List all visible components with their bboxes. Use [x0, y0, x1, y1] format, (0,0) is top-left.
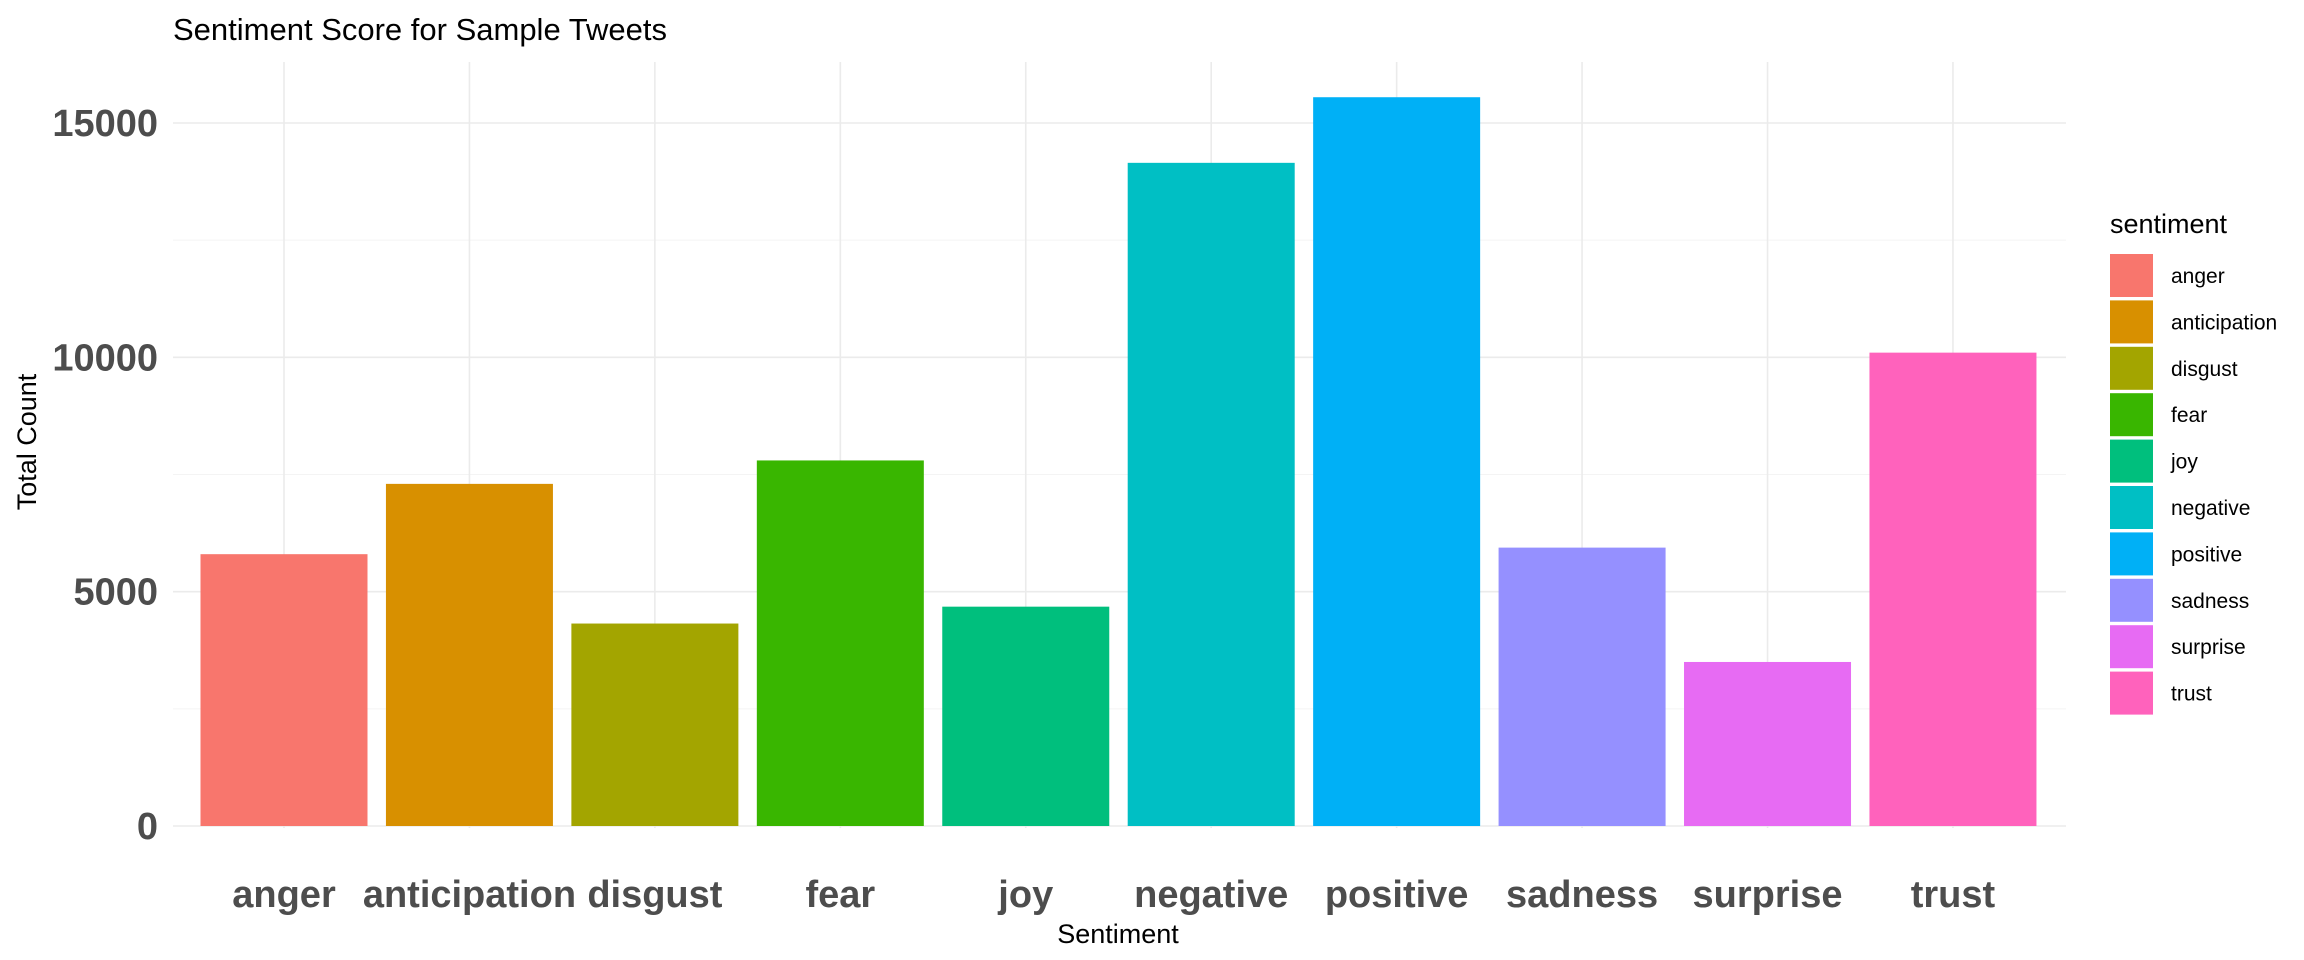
x-tick-label: sadness	[1506, 874, 1658, 916]
legend-label: anger	[2171, 265, 2225, 288]
legend-title: sentiment	[2110, 209, 2228, 239]
x-tick-label: disgust	[587, 874, 722, 916]
legend-label: disgust	[2171, 358, 2238, 381]
y-tick-label: 5000	[73, 572, 158, 614]
x-tick-label: trust	[1911, 874, 1996, 916]
legend-label: surprise	[2171, 636, 2246, 659]
legend-label: positive	[2171, 543, 2242, 566]
bar-negative	[1127, 162, 1295, 826]
x-tick-label: surprise	[1693, 874, 1843, 916]
x-axis-title: Sentiment	[1057, 919, 1179, 949]
legend-label: fear	[2171, 404, 2207, 427]
y-tick-label: 10000	[52, 337, 158, 379]
legend-label: negative	[2171, 497, 2250, 520]
y-tick-label: 15000	[52, 103, 158, 145]
x-tick-label: fear	[805, 874, 875, 916]
legend-key-joy	[2110, 439, 2153, 483]
x-tick-label: positive	[1325, 874, 1469, 916]
legend-key-fear	[2110, 393, 2153, 437]
legend-items: anger anticipation disgust fear joy negative p…	[2110, 254, 2277, 715]
y-tick-label: 0	[137, 806, 158, 848]
bar-joy	[942, 606, 1110, 826]
y-axis-title: Total Count	[12, 373, 42, 510]
legend-key-disgust	[2110, 346, 2153, 390]
legend-key-negative	[2110, 486, 2153, 529]
bar-positive	[1313, 97, 1481, 827]
bar-sadness	[1498, 547, 1666, 826]
bar-disgust	[571, 623, 739, 826]
bar-anger	[200, 554, 368, 826]
x-axis-ticks: anger anticipation disgust fear joy negative p…	[232, 874, 1995, 916]
x-tick-label: negative	[1134, 874, 1288, 916]
chart-title: Sentiment Score for Sample Tweets	[173, 12, 667, 47]
legend-key-positive	[2110, 532, 2153, 576]
bar-anticipation	[385, 483, 553, 826]
x-tick-label: anger	[232, 874, 336, 916]
y-axis-ticks: 0 5000 10000 15000	[52, 103, 158, 848]
x-tick-label: anticipation	[363, 874, 576, 916]
legend-key-trust	[2110, 671, 2153, 715]
legend-key-surprise	[2110, 625, 2153, 669]
bar-trust	[1869, 352, 2037, 826]
bar-surprise	[1684, 661, 1852, 826]
bars	[200, 97, 2037, 827]
legend-label: trust	[2171, 683, 2212, 706]
legend-key-anticipation	[2110, 300, 2153, 344]
legend-label: joy	[2170, 451, 2198, 474]
x-tick-label: joy	[997, 874, 1053, 916]
legend-key-sadness	[2110, 578, 2153, 622]
bar-fear	[756, 460, 924, 826]
legend-label: sadness	[2171, 590, 2249, 613]
legend: sentiment anger anticipation disgust fear jo…	[2110, 209, 2277, 715]
legend-key-anger	[2110, 254, 2153, 297]
legend-label: anticipation	[2171, 311, 2277, 334]
